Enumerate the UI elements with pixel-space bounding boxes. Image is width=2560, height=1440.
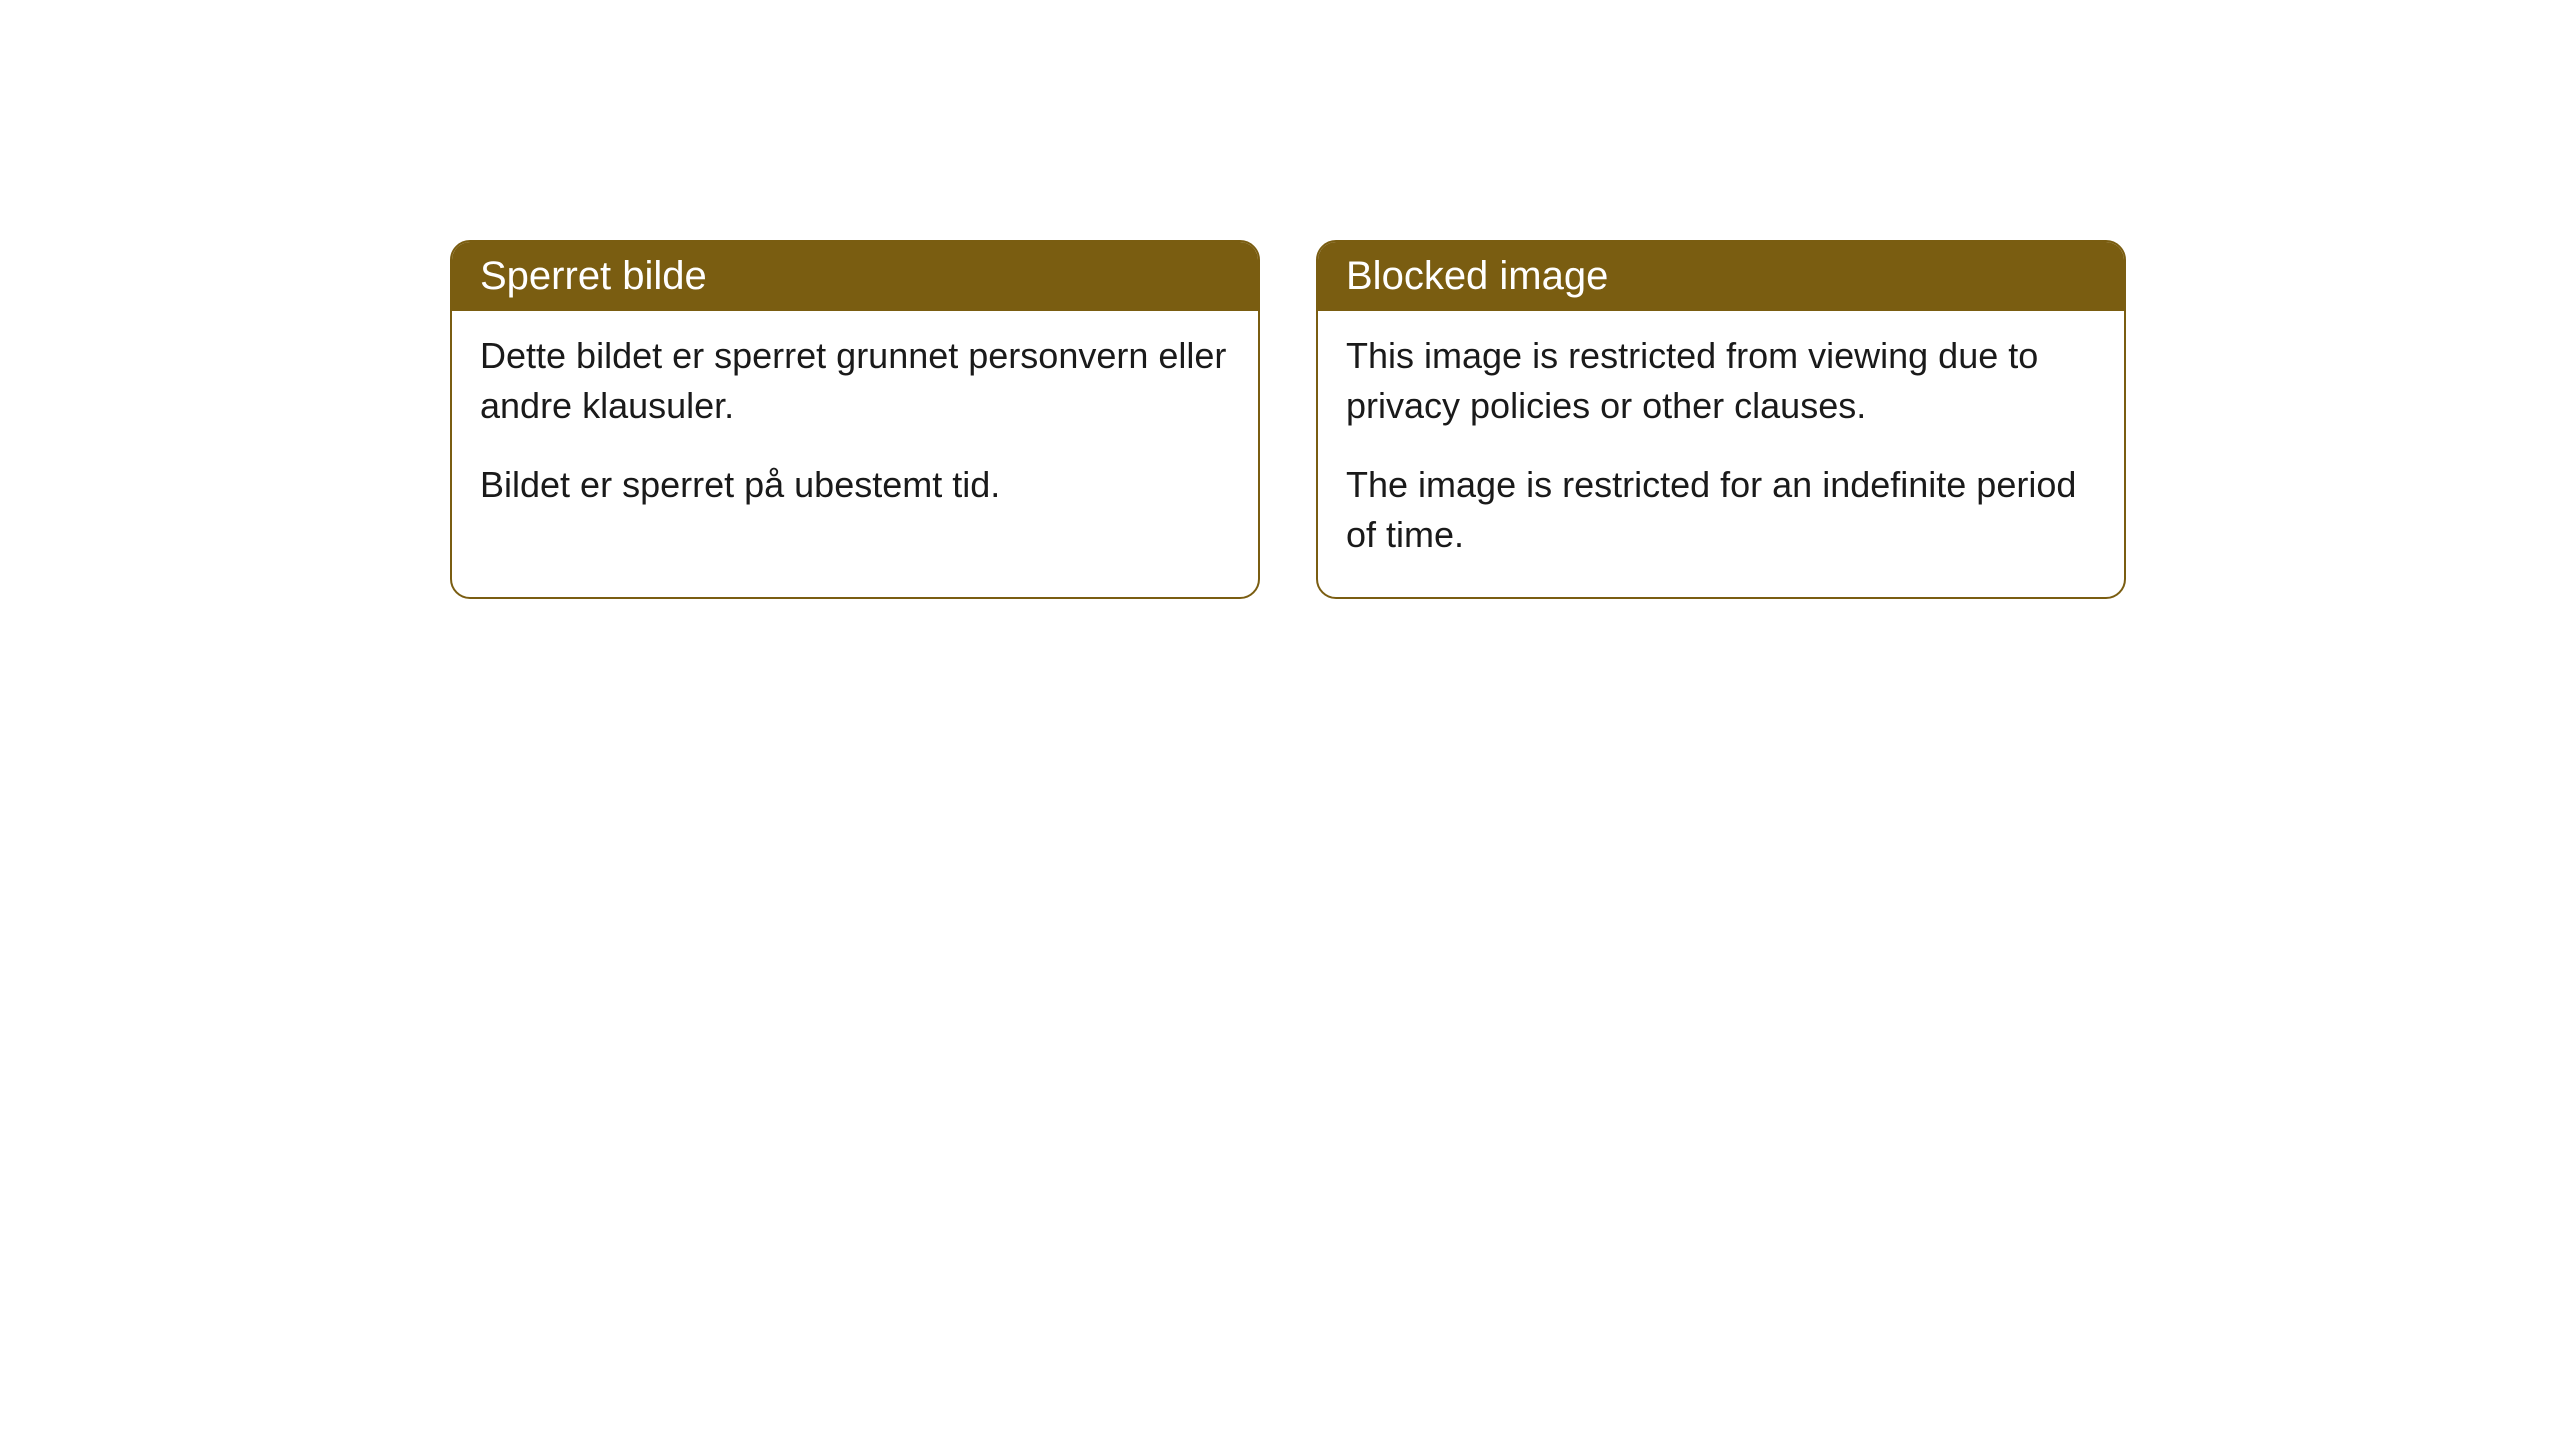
card-body-text: Bildet er sperret på ubestemt tid.	[480, 460, 1230, 510]
card-body-norwegian: Dette bildet er sperret grunnet personve…	[452, 311, 1258, 546]
card-body-text: Dette bildet er sperret grunnet personve…	[480, 331, 1230, 432]
card-body-english: This image is restricted from viewing du…	[1318, 311, 2124, 597]
blocked-image-card-english: Blocked image This image is restricted f…	[1316, 240, 2126, 599]
card-body-text: This image is restricted from viewing du…	[1346, 331, 2096, 432]
notice-cards-container: Sperret bilde Dette bildet er sperret gr…	[450, 240, 2126, 599]
card-header-norwegian: Sperret bilde	[452, 242, 1258, 311]
card-title: Sperret bilde	[480, 254, 707, 298]
blocked-image-card-norwegian: Sperret bilde Dette bildet er sperret gr…	[450, 240, 1260, 599]
card-title: Blocked image	[1346, 254, 1608, 298]
card-header-english: Blocked image	[1318, 242, 2124, 311]
card-body-text: The image is restricted for an indefinit…	[1346, 460, 2096, 561]
